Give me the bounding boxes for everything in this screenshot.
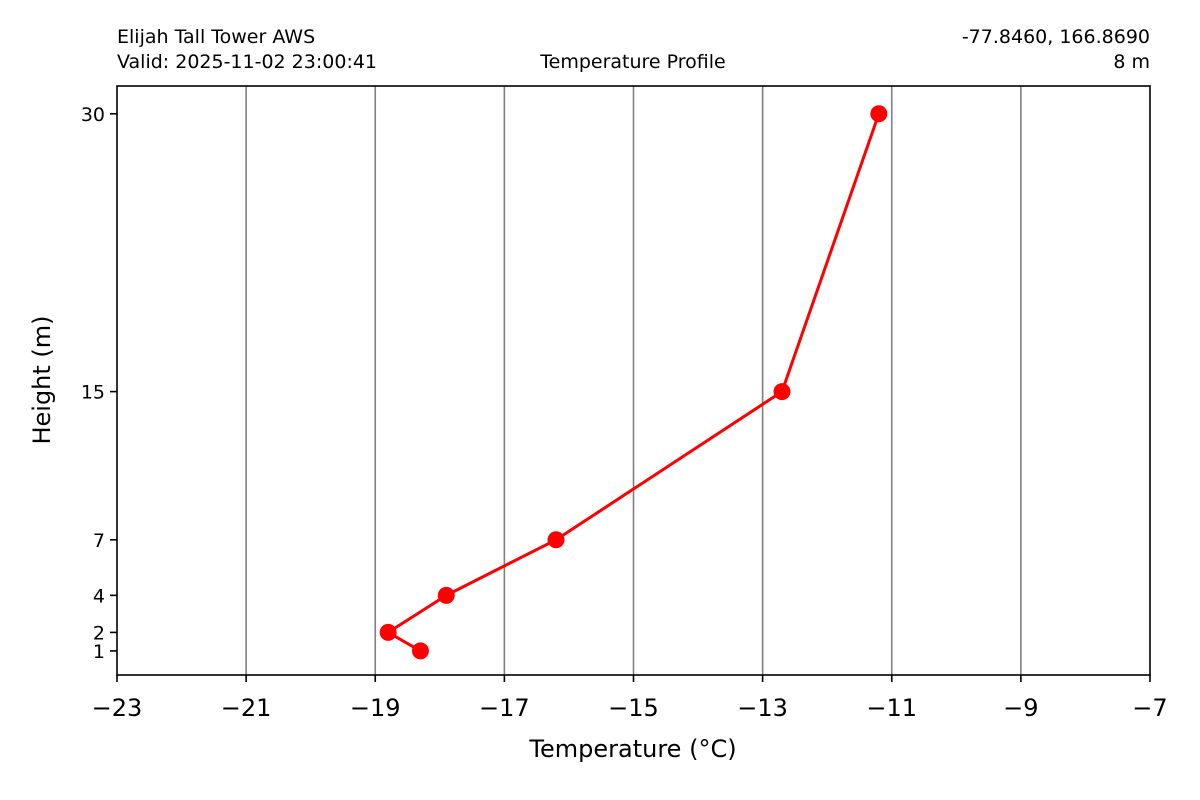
x-tick-label: −19	[350, 694, 401, 722]
x-tick-label: −11	[866, 694, 917, 722]
y-tick-label: 2	[93, 622, 105, 644]
data-point	[773, 383, 791, 401]
x-axis: −23 −21 −19 −17 −15 −13 −11 −9 −7	[92, 675, 1168, 722]
y-tick-label: 7	[93, 530, 105, 552]
chart-title: Temperature Profile	[539, 51, 725, 73]
x-tick-label: −23	[92, 694, 143, 722]
y-tick-label: 1	[93, 641, 105, 663]
x-tick-label: −13	[737, 694, 788, 722]
y-tick-label: 30	[81, 104, 105, 126]
plot-frame	[116, 85, 1151, 676]
temperature-series	[379, 105, 888, 660]
x-tick-label: −9	[1003, 694, 1038, 722]
data-point	[547, 531, 565, 549]
data-point	[437, 586, 455, 604]
y-axis-label: Height (m)	[28, 315, 56, 444]
station-elevation: 8 m	[1113, 51, 1150, 73]
y-tick-label: 15	[81, 382, 105, 404]
x-axis-label: Temperature (°C)	[528, 735, 736, 763]
station-name: Elijah Tall Tower AWS	[117, 26, 315, 48]
x-tick-label: −17	[479, 694, 530, 722]
gridlines	[245, 86, 1022, 675]
y-tick-label: 4	[93, 585, 105, 607]
x-tick-label: −21	[221, 694, 272, 722]
x-tick-label: −7	[1132, 694, 1167, 722]
data-point	[379, 623, 397, 641]
data-point	[411, 642, 429, 660]
data-point	[870, 105, 888, 123]
y-axis: 12 4 7 15 30	[81, 104, 117, 663]
x-tick-label: −15	[608, 694, 659, 722]
station-coordinates: -77.8460, 166.8690	[962, 26, 1150, 48]
valid-time: Valid: 2025-11-02 23:00:41	[117, 51, 377, 73]
